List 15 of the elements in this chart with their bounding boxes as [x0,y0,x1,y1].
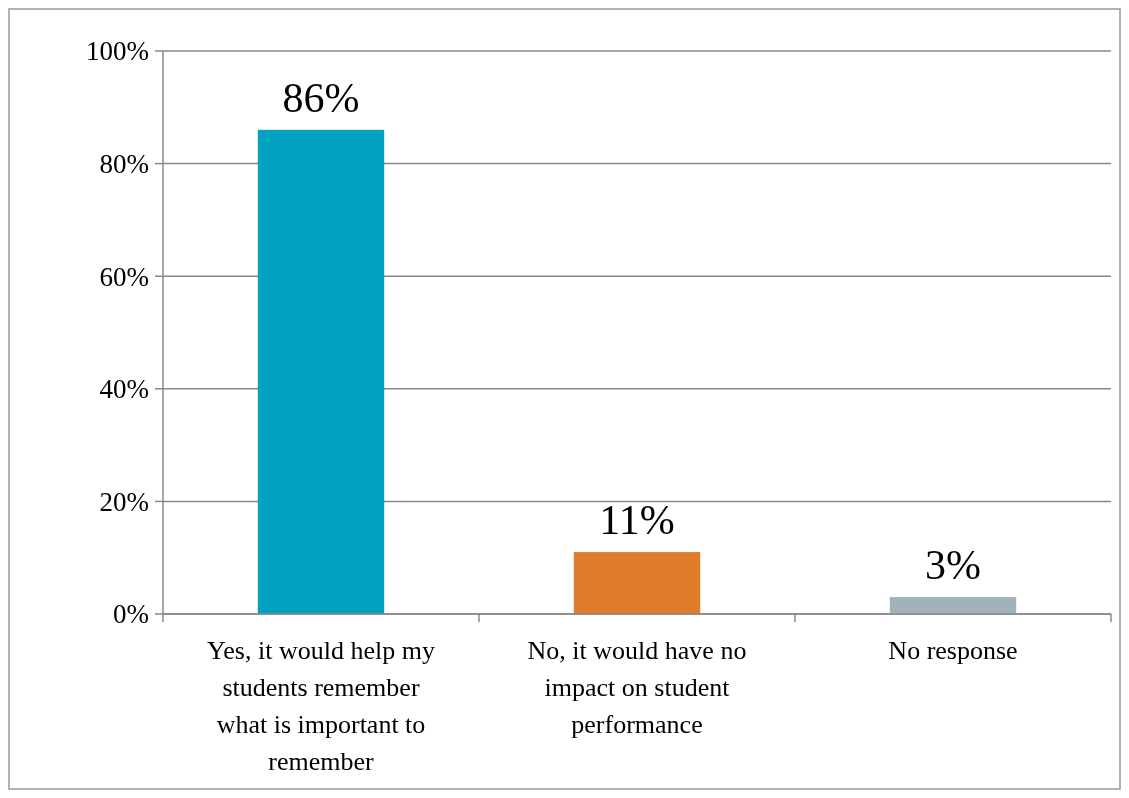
bar [573,552,701,614]
data-label: 86% [282,74,360,121]
y-tick-label: 0% [113,599,149,630]
y-tick-label: 60% [99,261,149,292]
x-tick-label: No response [888,636,1018,665]
y-tick-label: 20% [99,486,149,517]
x-tick-label: Yes, it would help my students remember what is important to remember [207,636,435,776]
y-tick-label: 80% [99,149,149,180]
bar [257,129,385,614]
y-tick-label: 100% [86,36,149,67]
data-label: 3% [925,542,981,589]
y-tick-label: 40% [99,374,149,405]
bar [889,597,1017,614]
x-tick-label: No, it would have no impact on student performance [527,636,747,739]
data-label: 11% [599,497,675,544]
